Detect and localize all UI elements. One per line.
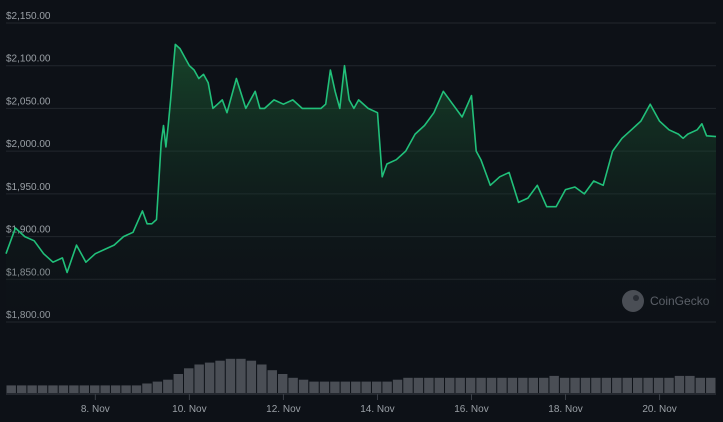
volume-bar [539,377,549,393]
y-tick-label: $2,050.00 [6,96,51,107]
volume-bar [236,358,246,393]
price-area [6,44,716,323]
watermark-text: CoinGecko [650,294,710,308]
volume-bar [559,377,570,393]
y-tick-label: $2,150.00 [6,11,51,22]
volume-bar [664,377,674,393]
volume-bar [184,368,194,393]
volume-bar [69,385,79,393]
volume-bar [100,385,110,393]
volume-bar [48,385,58,393]
volume-bar [194,364,204,393]
volume-bar [591,377,601,393]
volume-bar [476,377,486,393]
volume-bar [570,377,580,393]
coingecko-logo-eye [633,295,639,301]
volume-bar [465,377,476,393]
x-tick-label: 12. Nov [266,404,300,415]
volume-bars [6,358,716,393]
volume-bar [90,385,100,393]
coingecko-watermark: CoinGecko [622,290,710,312]
volume-bar [16,385,27,393]
volume-bar [674,375,685,393]
y-tick-label: $2,100.00 [6,54,51,65]
y-tick-label: $1,950.00 [6,182,51,193]
volume-bar [371,381,382,393]
volume-bar [685,375,695,393]
volume-bar [497,377,507,393]
x-axis-ticks: 8. Nov 10. Nov 12. Nov 14. Nov 16. Nov 18. No… [6,393,716,415]
volume-bar [121,385,131,393]
volume-bar [434,377,445,393]
volume-bar [361,381,371,393]
volume-bar [612,377,622,393]
x-tick-label: 16. Nov [454,404,488,415]
x-tick-label: 10. Nov [172,404,206,415]
volume-bar [215,360,225,393]
volume-bar [288,377,298,393]
volume-bar [131,385,142,393]
price-line [5,43,717,274]
volume-bar [643,377,653,393]
volume-bar [319,381,330,393]
volume-bar [163,379,173,393]
y-tick-label: $2,000.00 [6,139,51,150]
volume-bar [632,377,643,393]
x-tick-label: 18. Nov [548,404,582,415]
volume-bar [403,377,413,393]
volume-bar [622,377,632,393]
volume-bar [549,375,559,393]
x-tick-label: 20. Nov [642,404,676,415]
volume-bar [27,385,37,393]
volume-bar [225,358,236,393]
volume-bar [507,377,518,393]
volume-bar [455,377,465,393]
y-tick-label: $1,900.00 [6,225,51,236]
coingecko-logo-icon [622,290,644,312]
volume-bar [173,374,183,393]
volume-bar [110,385,121,393]
volume-bar [445,377,455,393]
volume-bar [204,362,215,393]
volume-bar [601,377,612,393]
volume-bar [309,381,319,393]
volume-bar [351,381,361,393]
volume-bar [382,381,392,393]
volume-bar [6,385,16,393]
x-tick-label: 8. Nov [81,404,110,415]
volume-bar [142,383,152,393]
volume-bar [37,385,48,393]
x-tick-label: 14. Nov [360,404,394,415]
volume-bar [152,381,163,393]
volume-bar [257,364,267,393]
volume-bar [267,370,277,393]
volume-bar [580,377,591,393]
volume-bar [58,385,69,393]
volume-bar [413,377,424,393]
volume-bar [518,377,528,393]
volume-bar [424,377,434,393]
volume-bar [330,381,340,393]
volume-bar [392,379,403,393]
price-area-fill [6,44,716,323]
volume-bar [695,377,706,393]
volume-bar [653,377,664,393]
volume-bar [486,377,497,393]
volume-bar [246,360,257,393]
volume-bar [298,379,309,393]
price-line-group [5,43,717,274]
volume-bar [528,377,538,393]
volume-bar [79,385,90,393]
volume-bar [277,374,288,393]
volume-bar [706,377,716,393]
volume-bar [340,381,351,393]
